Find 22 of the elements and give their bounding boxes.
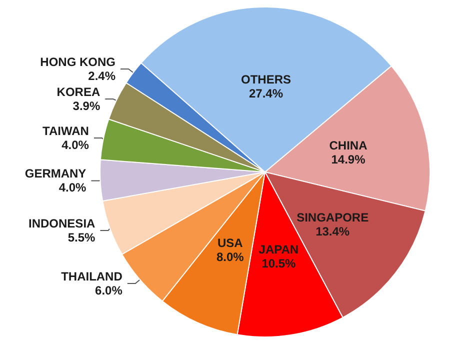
data-label: 3.9% <box>72 98 100 113</box>
data-label: 4.0% <box>58 180 87 195</box>
slice-label: KOREA <box>56 84 100 99</box>
data-label: 5.5% <box>68 230 96 245</box>
data-label: 10.5% <box>262 256 296 270</box>
data-label: 6.0% <box>95 284 123 298</box>
slice-label: INDONESIA <box>28 216 96 231</box>
data-label: 2.4% <box>88 68 116 83</box>
slice-label: OTHERS <box>241 72 292 87</box>
data-label: 8.0% <box>216 250 244 264</box>
data-label: 4.0% <box>62 138 90 152</box>
data-label: 14.9% <box>331 152 366 167</box>
slice-label: GERMANY <box>24 166 86 181</box>
slice-label: HONG KONG <box>40 54 116 69</box>
data-label: 27.4% <box>249 86 284 101</box>
slice-label: USA <box>217 236 244 250</box>
slice-label: THAILAND <box>61 270 123 284</box>
slice-label: SINGAPORE <box>296 210 369 224</box>
slice-label: CHINA <box>329 138 368 153</box>
slice-label: TAIWAN <box>42 124 89 138</box>
data-label: 13.4% <box>316 224 350 238</box>
slice-label: JAPAN <box>258 242 299 256</box>
